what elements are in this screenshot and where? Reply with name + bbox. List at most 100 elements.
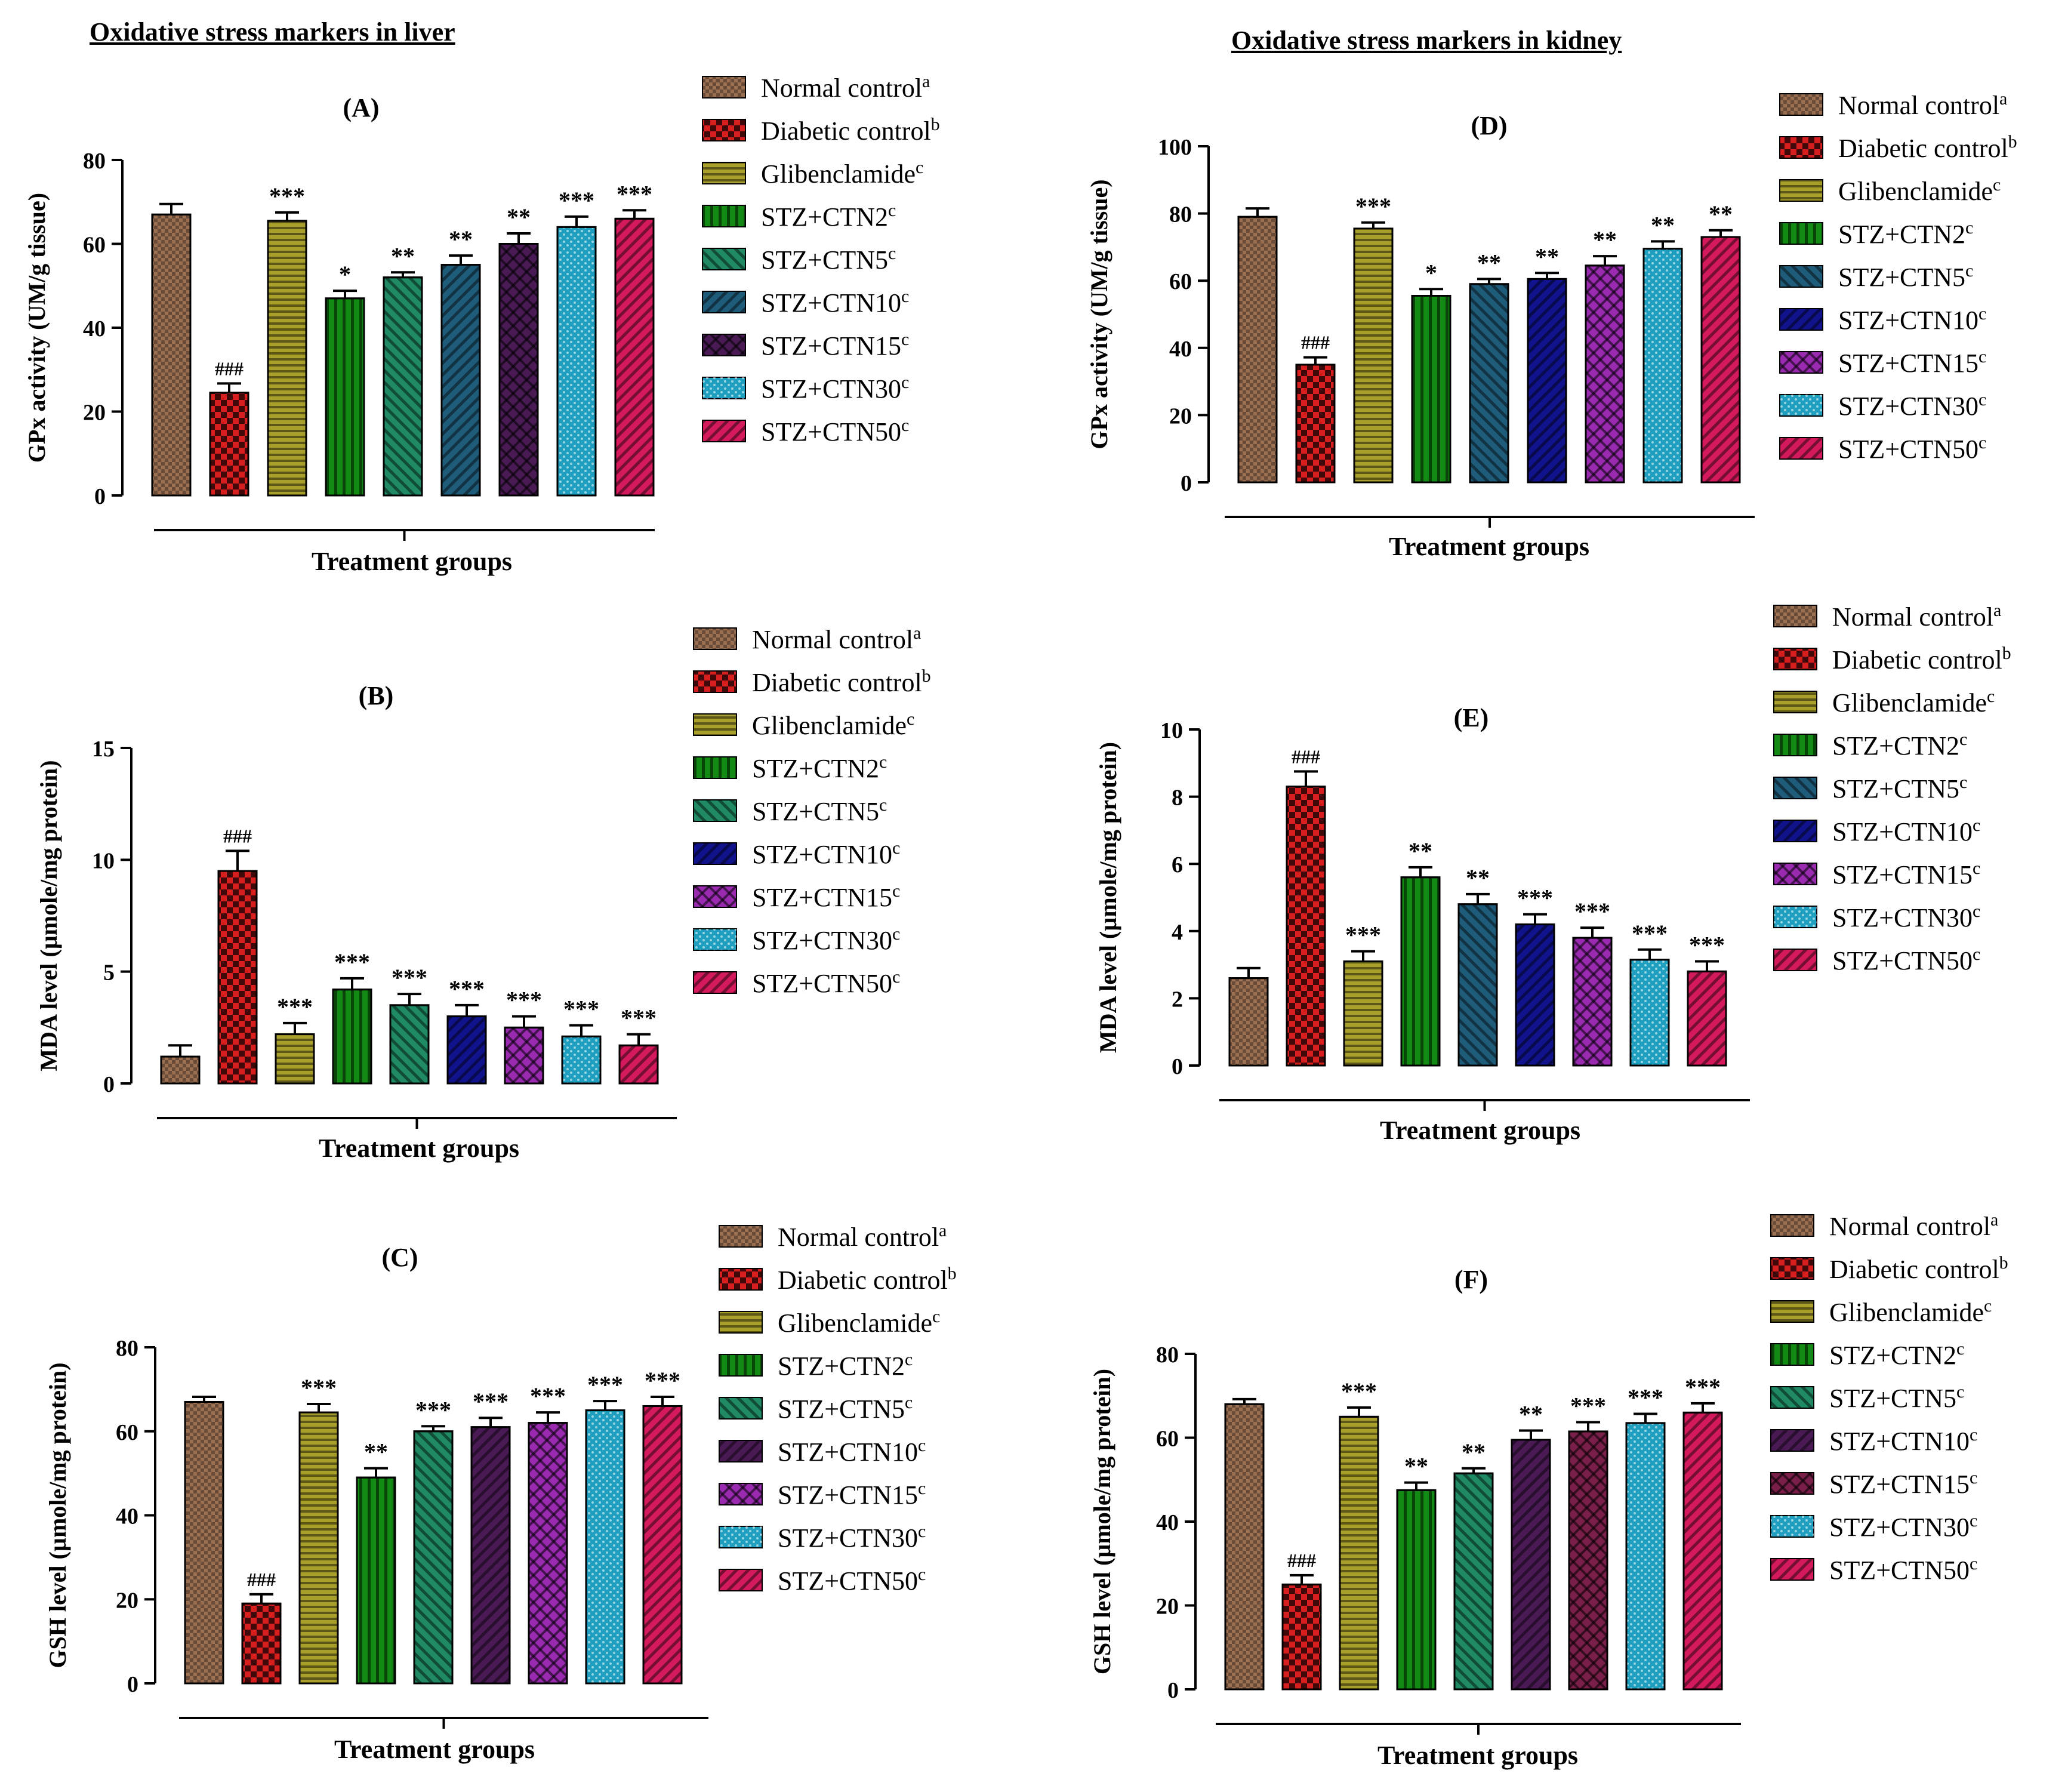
bar-pattern: [1625, 1422, 1666, 1691]
legend-swatch-pattern: [1780, 438, 1823, 459]
bar-pattern: [1511, 1439, 1551, 1691]
legend-label: STZ+CTN5c: [1832, 772, 1967, 803]
y-axis-label: GSH level (µmole/mg protein): [44, 1362, 71, 1668]
significance-label: **: [1462, 1439, 1486, 1465]
bar-pattern: [413, 1430, 454, 1685]
bar-pattern: [642, 1405, 683, 1685]
legend-superscript: c: [879, 752, 887, 772]
bar-pattern: [160, 1055, 201, 1085]
bar-pattern: [267, 220, 307, 497]
legend-superscript: b: [2002, 643, 2011, 663]
legend-label: STZ+CTN5c: [752, 795, 887, 826]
panel-label: (B): [359, 681, 394, 710]
legend-label: Diabetic controlb: [761, 115, 940, 146]
bar-pattern: [1687, 970, 1727, 1067]
panel-label: (E): [1454, 703, 1489, 732]
significance-label: ***: [506, 987, 542, 1014]
panel-f: (F) 0 20 40 60 80 GSH level (µmole/mg protein)…: [1089, 1210, 2008, 1770]
y-tick-label: 60: [1156, 1427, 1179, 1452]
y-tick-label: 4: [1172, 920, 1183, 945]
legend-superscript: c: [1984, 1296, 1992, 1316]
significance-label: ***: [1574, 898, 1610, 925]
significance-label: ###: [215, 358, 244, 379]
legend-label: STZ+CTN10c: [761, 287, 909, 318]
significance-label: ***: [1685, 1374, 1721, 1400]
y-tick-label: 40: [1156, 1510, 1179, 1535]
bar-pattern: [1228, 977, 1269, 1067]
legend-swatch-pattern: [1780, 137, 1823, 158]
legend-swatch-pattern: [702, 205, 745, 227]
y-tick-label: 20: [1169, 404, 1192, 429]
panel-label: (D): [1471, 111, 1507, 140]
significance-label: **: [1709, 201, 1733, 227]
significance-label: ###: [247, 1569, 276, 1590]
legend-swatch-pattern: [719, 1311, 762, 1333]
legend-swatch-pattern: [1780, 266, 1823, 287]
bar-pattern: [1642, 248, 1683, 484]
legend-superscript: c: [1965, 218, 1973, 238]
legend-swatch-pattern: [1771, 1473, 1814, 1494]
legend-swatch-pattern: [694, 843, 736, 864]
legend-swatch-pattern: [702, 248, 745, 270]
significance-label: ###: [1292, 746, 1320, 767]
bar-pattern: [209, 392, 249, 497]
significance-label: ###: [223, 825, 252, 846]
legend-superscript: c: [918, 1522, 926, 1541]
bar-pattern: [446, 1015, 487, 1085]
y-tick-label: 0: [127, 1672, 138, 1697]
legend-label: Normal controla: [1832, 601, 2001, 632]
y-tick-label: 80: [83, 149, 106, 174]
bar-pattern: [1457, 903, 1498, 1067]
legend-swatch-pattern: [702, 76, 745, 98]
significance-label: **: [507, 204, 531, 230]
legend-label: STZ+CTN30c: [1838, 390, 1986, 421]
bar-pattern: [1400, 876, 1441, 1067]
legend-superscript: c: [901, 372, 909, 392]
bar-pattern: [1469, 283, 1509, 484]
legend-label: Glibenclamidec: [1832, 686, 1995, 718]
legend-swatch-pattern: [719, 1483, 762, 1505]
significance-label: **: [1519, 1401, 1543, 1428]
panel-label: (C): [381, 1243, 418, 1272]
legend-superscript: c: [1978, 390, 1986, 409]
legend-swatch-pattern: [694, 714, 736, 735]
y-tick-label: 60: [1169, 269, 1192, 294]
x-axis-label: Treatment groups: [1389, 532, 1589, 561]
significance-label: ***: [301, 1374, 337, 1401]
legend-label: Normal controla: [1829, 1210, 1998, 1241]
legend-swatch-pattern: [694, 972, 736, 993]
legend-label: Glibenclamidec: [778, 1307, 940, 1338]
y-axis-label: MDA level (µmole/mg protein): [1095, 742, 1121, 1053]
bar-pattern: [498, 243, 539, 497]
legend-swatch-pattern: [702, 334, 745, 356]
y-tick-label: 0: [94, 484, 106, 509]
legend-label: STZ+CTN2c: [778, 1350, 913, 1381]
significance-label: ***: [559, 187, 594, 214]
bar-pattern: [504, 1026, 544, 1085]
legend-swatch-pattern: [719, 1226, 762, 1247]
legend-label: Normal controla: [761, 72, 930, 103]
legend-superscript: c: [1956, 1339, 1964, 1359]
significance-label: ***: [617, 180, 652, 207]
bar-pattern: [275, 1033, 315, 1085]
significance-label: ***: [530, 1383, 566, 1409]
significance-label: ***: [1632, 920, 1668, 947]
significance-label: ***: [269, 183, 305, 210]
x-axis-label: Treatment groups: [1380, 1116, 1580, 1145]
significance-label: ***: [449, 975, 485, 1002]
bar-pattern: [151, 213, 192, 497]
legend-superscript: a: [913, 623, 921, 643]
significance-label: ###: [1301, 332, 1330, 353]
bar-pattern: [1453, 1472, 1494, 1691]
legend-superscript: b: [2008, 132, 2017, 152]
legend-label: STZ+CTN5c: [778, 1393, 913, 1424]
legend-swatch-pattern: [719, 1397, 762, 1419]
legend-superscript: c: [1973, 858, 1980, 878]
legend-label: Glibenclamidec: [752, 709, 914, 740]
y-tick-label: 80: [1169, 202, 1192, 227]
panel-label: (F): [1454, 1265, 1488, 1294]
significance-label: ***: [1341, 1378, 1377, 1405]
legend-label: Diabetic controlb: [778, 1264, 957, 1295]
legend-swatch-pattern: [1780, 395, 1823, 416]
legend-swatch-pattern: [1771, 1258, 1814, 1279]
